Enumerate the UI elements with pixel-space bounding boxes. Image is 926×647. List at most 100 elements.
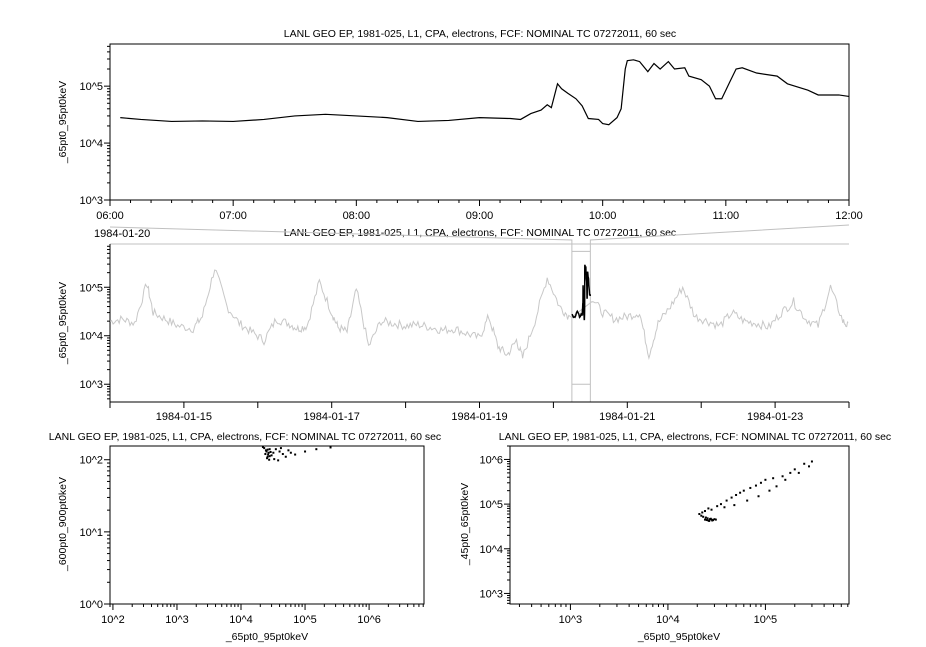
scatter-right-ylabel: _45pt0_65pt0keV bbox=[459, 483, 471, 566]
scatter-point bbox=[702, 515, 705, 518]
scatter-point bbox=[329, 446, 332, 449]
scatter-right-y-axis: 10^3 10^4 10^5 10^6 bbox=[479, 445, 510, 604]
tick-label: 10^4 bbox=[656, 614, 680, 626]
scatter-point bbox=[277, 459, 280, 462]
scatter-point bbox=[723, 506, 726, 509]
tick-label: 10^3 bbox=[479, 588, 503, 600]
scatter-point bbox=[703, 510, 706, 513]
scatter-point bbox=[754, 484, 757, 487]
scatter-point bbox=[719, 503, 722, 506]
scatter-point bbox=[793, 468, 796, 471]
scatter-left-points bbox=[261, 446, 332, 462]
scatter-right-title: LANL GEO EP, 1981-025, L1, CPA, electron… bbox=[499, 431, 891, 443]
tick-label: 10^5 bbox=[479, 499, 503, 511]
scatter-point bbox=[725, 499, 728, 502]
tick-label: 10^6 bbox=[357, 614, 381, 626]
tick-label: 10^1 bbox=[79, 527, 103, 539]
scatter-point bbox=[707, 507, 710, 510]
top-panel-frame bbox=[109, 43, 850, 201]
scatter-point bbox=[746, 499, 749, 502]
scatter-left-title: LANL GEO EP, 1981-025, L1, CPA, electron… bbox=[49, 431, 441, 443]
scatter-point bbox=[270, 454, 273, 457]
tick-label: 10^5 bbox=[754, 614, 778, 626]
scatter-point bbox=[749, 486, 752, 489]
scatter-point bbox=[733, 504, 736, 507]
scatter-left-frame bbox=[109, 445, 425, 605]
scatter-point bbox=[289, 451, 292, 454]
tick-label: 10^6 bbox=[479, 454, 503, 466]
scatter-point bbox=[703, 518, 706, 521]
scatter-point bbox=[709, 517, 712, 520]
scatter-point bbox=[268, 458, 271, 461]
scatter-point bbox=[808, 465, 811, 468]
tick-label: 08:00 bbox=[343, 210, 371, 222]
overview-series-line bbox=[109, 269, 849, 361]
scatter-point bbox=[284, 455, 287, 458]
tick-label: 1984-01-15 bbox=[156, 411, 212, 423]
tick-label: 10^5 bbox=[79, 81, 103, 93]
tick-label: 10^5 bbox=[79, 282, 103, 294]
scatter-point bbox=[772, 477, 775, 480]
overview-panel-y-axis: 10^3 10^4 10^5 bbox=[79, 245, 110, 400]
tick-label: 10^2 bbox=[101, 614, 125, 626]
scatter-point bbox=[263, 447, 266, 450]
top-panel-title: LANL GEO EP, 1981-025, L1, CPA, electron… bbox=[284, 28, 676, 40]
overview-highlight-line bbox=[571, 264, 592, 321]
scatter-point bbox=[269, 450, 272, 453]
scatter-point bbox=[764, 478, 767, 481]
scatter-point bbox=[711, 519, 714, 522]
scatter-left-ylabel: _600pt0_900pt0keV bbox=[57, 477, 69, 572]
scatter-point bbox=[287, 449, 290, 452]
tick-label: 10^4 bbox=[79, 138, 103, 150]
tick-label: 10:00 bbox=[589, 210, 617, 222]
scatter-point bbox=[698, 513, 701, 516]
tick-label: 10^4 bbox=[229, 614, 253, 626]
top-panel-y-axis: 10^3 10^4 10^5 bbox=[79, 45, 110, 207]
scatter-point bbox=[700, 514, 703, 517]
scatter-point bbox=[757, 495, 760, 498]
scatter-point bbox=[759, 481, 762, 484]
scatter-point bbox=[272, 451, 275, 454]
zoom-connector-left bbox=[109, 226, 573, 402]
scatter-point bbox=[266, 455, 269, 458]
scatter-point bbox=[268, 448, 271, 451]
scatter-point bbox=[278, 450, 281, 453]
tick-label: 10^3 bbox=[79, 195, 103, 207]
scatter-point bbox=[265, 450, 268, 453]
scatter-point bbox=[713, 518, 716, 521]
tick-label: 06:00 bbox=[96, 210, 124, 222]
scatter-point bbox=[266, 448, 269, 451]
scatter-point bbox=[273, 458, 276, 461]
tick-label: 10^4 bbox=[79, 331, 103, 343]
tick-label: 12:00 bbox=[835, 210, 863, 222]
tick-label: 10^0 bbox=[79, 599, 103, 611]
scatter-right-points bbox=[698, 460, 813, 522]
scatter-left-xlabel: _65pt0_95pt0keV bbox=[225, 631, 308, 643]
scatter-right-x-axis: 10^3 10^4 10^5 bbox=[518, 604, 849, 626]
scatter-point bbox=[710, 508, 713, 511]
top-panel-series-line bbox=[120, 59, 850, 126]
scatter-point bbox=[784, 478, 787, 481]
scatter-point bbox=[264, 453, 267, 456]
scatter-right-xlabel: _65pt0_95pt0keV bbox=[637, 631, 720, 643]
tick-label: 10^2 bbox=[79, 455, 103, 467]
scatter-point bbox=[739, 491, 742, 494]
scatter-point bbox=[267, 451, 270, 454]
scatter-point bbox=[279, 447, 282, 450]
tick-label: 10^3 bbox=[79, 379, 103, 391]
scatter-point bbox=[742, 489, 745, 492]
scatter-point bbox=[789, 471, 792, 474]
tick-label: 10^5 bbox=[293, 614, 317, 626]
tick-label: 11:00 bbox=[712, 210, 739, 222]
scatter-point bbox=[266, 457, 269, 460]
scatter-point bbox=[797, 471, 800, 474]
tick-label: 10^3 bbox=[165, 614, 189, 626]
overview-panel-x-axis: 1984-01-15 1984-01-17 1984-01-19 1984-01-21… bbox=[109, 402, 850, 423]
scatter-point bbox=[315, 448, 318, 451]
top-panel-x-axis: 06:00 07:00 08:00 09:00 10:00 11:00 12:00 bbox=[96, 200, 863, 222]
overview-panel-title: LANL GEO EP, 1981-025, L1, CPA, electron… bbox=[284, 227, 676, 239]
scatter-point bbox=[768, 489, 771, 492]
scatter-point bbox=[704, 516, 707, 519]
